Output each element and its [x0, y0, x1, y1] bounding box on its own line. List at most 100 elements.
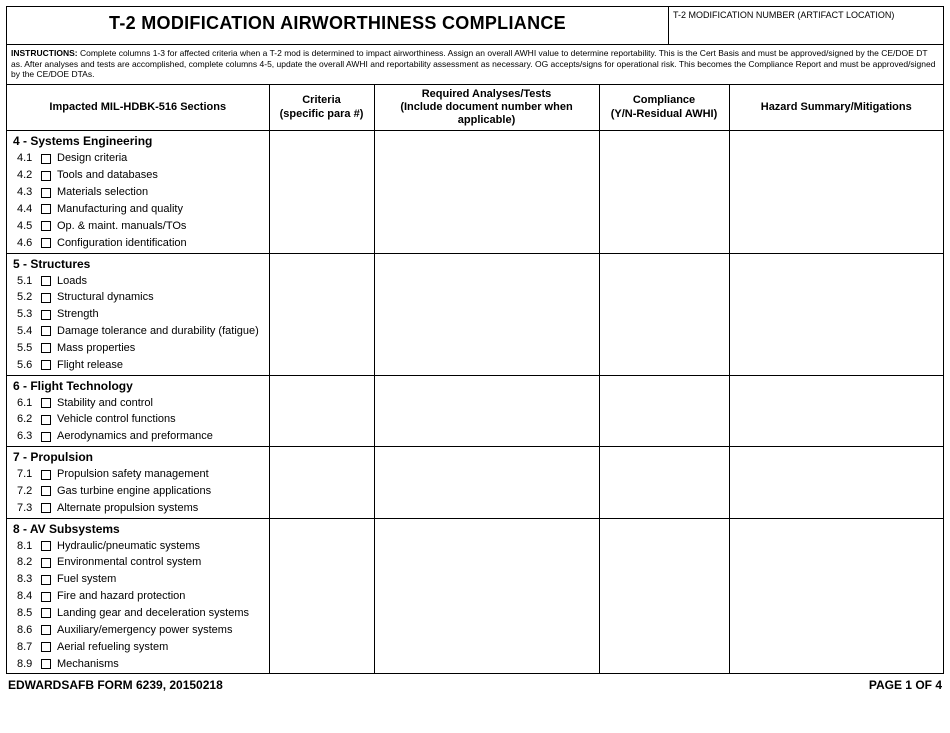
empty-cell[interactable] [269, 131, 374, 253]
checkbox[interactable] [41, 221, 51, 231]
checklist-item: 4.2 Tools and databases [11, 167, 265, 184]
empty-cell[interactable] [269, 375, 374, 447]
checkbox[interactable] [41, 575, 51, 585]
checkbox[interactable] [41, 486, 51, 496]
empty-cell[interactable] [599, 375, 729, 447]
checklist-item: 4.4Manufacturing and quality [11, 201, 265, 218]
empty-cell[interactable] [599, 447, 729, 519]
section-header: 7 - Propulsion [11, 448, 265, 466]
item-label: Fire and hazard protection [57, 589, 185, 604]
checklist-item: 8.3Fuel system [11, 571, 265, 588]
item-number: 5.1 [17, 274, 41, 289]
item-label: Landing gear and deceleration systems [57, 606, 249, 621]
empty-cell[interactable] [374, 131, 599, 253]
checkbox[interactable] [41, 238, 51, 248]
checkbox[interactable] [41, 398, 51, 408]
checklist-item: 7.1Propulsion safety management [11, 466, 265, 483]
sections-cell: 6 - Flight Technology6.1Stability and co… [7, 375, 269, 447]
section-row: 4 - Systems Engineering4.1Design criteri… [7, 131, 943, 253]
checklist-item: 8.1Hydraulic/pneumatic systems [11, 538, 265, 555]
item-number: 5.3 [17, 307, 41, 322]
checkbox[interactable] [41, 503, 51, 513]
page-footer: EDWARDSAFB FORM 6239, 20150218 PAGE 1 OF… [6, 674, 944, 692]
item-label: Op. & maint. manuals/TOs [57, 219, 186, 234]
checkbox[interactable] [41, 276, 51, 286]
checkbox[interactable] [41, 293, 51, 303]
sections-cell: 8 - AV Subsystems8.1Hydraulic/pneumatic … [7, 518, 269, 673]
section-row: 7 - Propulsion7.1Propulsion safety manag… [7, 447, 943, 519]
empty-cell[interactable] [374, 518, 599, 673]
empty-cell[interactable] [599, 253, 729, 375]
section-header: 8 - AV Subsystems [11, 520, 265, 538]
checkbox[interactable] [41, 558, 51, 568]
header-sections: Impacted MIL-HDBK-516 Sections [7, 85, 269, 131]
checkbox[interactable] [41, 642, 51, 652]
empty-cell[interactable] [599, 131, 729, 253]
checkbox[interactable] [41, 592, 51, 602]
item-number: 4.3 [17, 185, 41, 200]
checkbox[interactable] [41, 659, 51, 669]
checkbox[interactable] [41, 541, 51, 551]
checkbox[interactable] [41, 415, 51, 425]
item-label: Alternate propulsion systems [57, 501, 198, 516]
checkbox[interactable] [41, 470, 51, 480]
checklist-item: 7.2Gas turbine engine applications [11, 483, 265, 500]
form-id: EDWARDSAFB FORM 6239, 20150218 [8, 678, 223, 692]
empty-cell[interactable] [374, 253, 599, 375]
item-number: 8.3 [17, 572, 41, 587]
checkbox[interactable] [41, 154, 51, 164]
checklist-item: 6.1Stability and control [11, 395, 265, 412]
item-label: Loads [57, 274, 87, 289]
empty-cell[interactable] [729, 447, 943, 519]
checkbox[interactable] [41, 326, 51, 336]
checklist-item: 5.3 Strength [11, 306, 265, 323]
table-header-row: Impacted MIL-HDBK-516 Sections Criteria … [7, 85, 943, 131]
checklist-item: 6.2Vehicle control functions [11, 411, 265, 428]
item-label: Structural dynamics [57, 290, 154, 305]
empty-cell[interactable] [374, 447, 599, 519]
checkbox[interactable] [41, 171, 51, 181]
empty-cell[interactable] [729, 375, 943, 447]
section-row: 5 - Structures5.1Loads5.2Structural dyna… [7, 253, 943, 375]
item-number: 4.2 [17, 168, 41, 183]
item-label: Flight release [57, 358, 123, 373]
checkbox[interactable] [41, 188, 51, 198]
compliance-table: Impacted MIL-HDBK-516 Sections Criteria … [7, 85, 943, 674]
item-label: Aerodynamics and preformance [57, 429, 213, 444]
checklist-item: 5.6Flight release [11, 357, 265, 374]
section-row: 8 - AV Subsystems8.1Hydraulic/pneumatic … [7, 518, 943, 673]
item-label: Vehicle control functions [57, 412, 176, 427]
checkbox[interactable] [41, 204, 51, 214]
item-number: 8.5 [17, 606, 41, 621]
empty-cell[interactable] [729, 131, 943, 253]
item-number: 8.4 [17, 589, 41, 604]
checkbox[interactable] [41, 343, 51, 353]
item-number: 8.1 [17, 539, 41, 554]
title-bar: T-2 MODIFICATION AIRWORTHINESS COMPLIANC… [7, 7, 943, 45]
item-label: Strength [57, 307, 99, 322]
mod-number-label: T-2 MODIFICATION NUMBER (ARTIFACT LOCATI… [673, 10, 894, 20]
item-label: Configuration identification [57, 236, 187, 251]
table-body: 4 - Systems Engineering4.1Design criteri… [7, 131, 943, 673]
empty-cell[interactable] [269, 518, 374, 673]
item-label: Tools and databases [57, 168, 158, 183]
empty-cell[interactable] [269, 253, 374, 375]
checkbox[interactable] [41, 360, 51, 370]
item-number: 8.9 [17, 657, 41, 672]
instructions-text: Complete columns 1-3 for affected criter… [11, 48, 935, 79]
item-label: Mass properties [57, 341, 135, 356]
checkbox[interactable] [41, 432, 51, 442]
checklist-item: 4.6Configuration identification [11, 235, 265, 252]
empty-cell[interactable] [599, 518, 729, 673]
checklist-item: 5.4Damage tolerance and durability (fati… [11, 323, 265, 340]
empty-cell[interactable] [374, 375, 599, 447]
header-hazard: Hazard Summary/Mitigations [729, 85, 943, 131]
form-title: T-2 MODIFICATION AIRWORTHINESS COMPLIANC… [7, 7, 668, 44]
empty-cell[interactable] [269, 447, 374, 519]
checkbox[interactable] [41, 625, 51, 635]
empty-cell[interactable] [729, 253, 943, 375]
checkbox[interactable] [41, 310, 51, 320]
checklist-item: 8.7Aerial refueling system [11, 639, 265, 656]
empty-cell[interactable] [729, 518, 943, 673]
checkbox[interactable] [41, 608, 51, 618]
